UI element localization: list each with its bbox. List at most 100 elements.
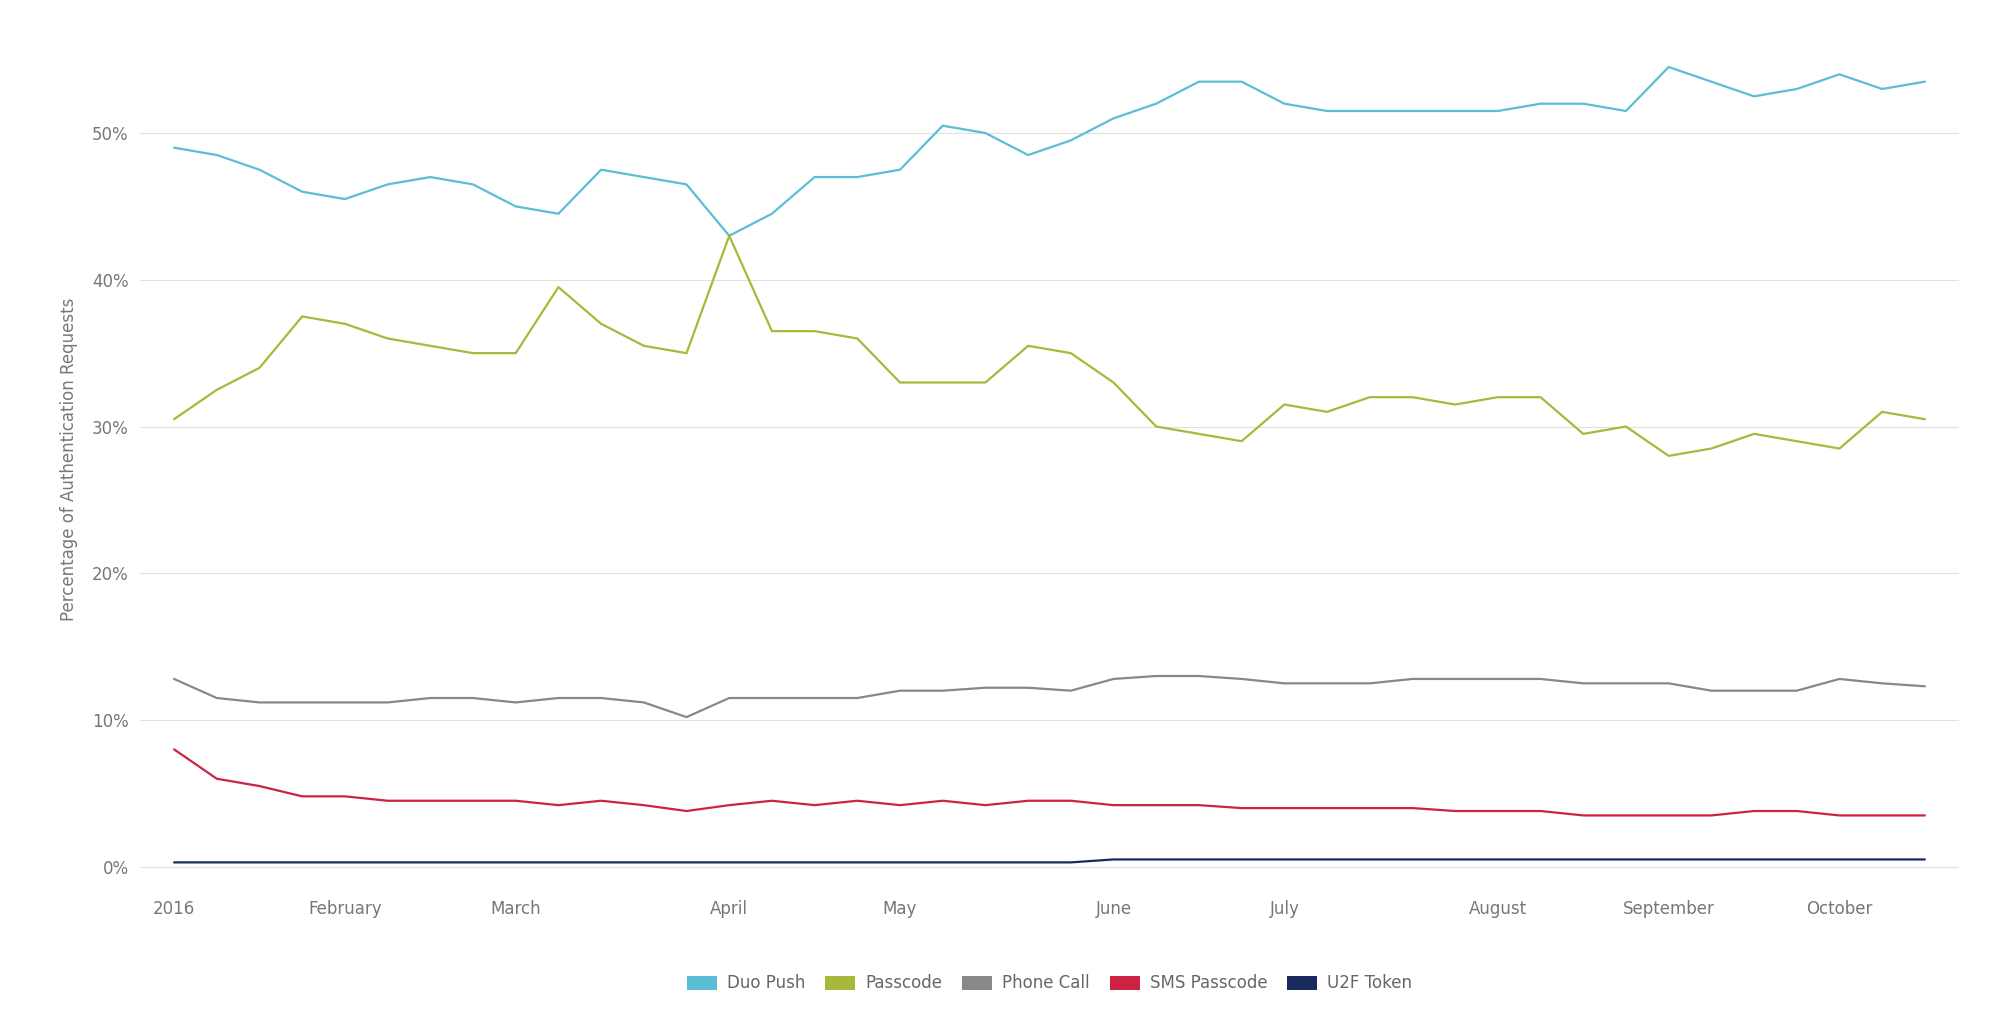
Duo Push — [503, 200, 527, 212]
Passcode — [1357, 391, 1381, 403]
SMS Passcode — [1656, 809, 1680, 821]
Passcode — [1187, 428, 1211, 440]
SMS Passcode — [462, 795, 486, 807]
U2F Token — [1570, 853, 1594, 866]
U2F Token — [1528, 853, 1552, 866]
Passcode — [887, 377, 911, 389]
SMS Passcode — [1315, 802, 1339, 814]
Phone Call — [1912, 680, 1936, 692]
Duo Push — [1059, 134, 1083, 146]
Duo Push — [1143, 98, 1167, 110]
SMS Passcode — [290, 790, 314, 802]
Duo Push — [462, 179, 486, 191]
SMS Passcode — [248, 780, 272, 792]
Passcode — [1870, 406, 1894, 418]
Phone Call — [1401, 673, 1425, 685]
Phone Call — [1826, 673, 1850, 685]
Duo Push — [717, 229, 741, 241]
Line: Duo Push: Duo Push — [174, 67, 1924, 235]
Passcode — [503, 347, 527, 360]
Passcode — [1612, 420, 1636, 432]
SMS Passcode — [631, 799, 655, 811]
Passcode — [1656, 449, 1680, 462]
Passcode — [545, 281, 569, 293]
Duo Push — [1570, 98, 1594, 110]
Duo Push — [887, 164, 911, 176]
Phone Call — [1315, 678, 1339, 690]
SMS Passcode — [376, 795, 400, 807]
U2F Token — [376, 856, 400, 869]
Passcode — [1271, 399, 1295, 411]
Duo Push — [1912, 76, 1936, 88]
Passcode — [1784, 435, 1808, 447]
Passcode — [162, 413, 186, 425]
Duo Push — [1357, 105, 1381, 117]
Duo Push — [845, 171, 869, 183]
Phone Call — [1740, 685, 1764, 697]
Passcode — [1912, 413, 1936, 425]
Phone Call — [759, 692, 783, 704]
Phone Call — [931, 685, 955, 697]
SMS Passcode — [1357, 802, 1381, 814]
Duo Push — [204, 149, 228, 162]
Phone Call — [462, 692, 486, 704]
Duo Push — [973, 127, 997, 139]
Passcode — [1015, 339, 1039, 351]
Phone Call — [673, 711, 697, 723]
Passcode — [1570, 428, 1594, 440]
SMS Passcode — [334, 790, 358, 802]
Passcode — [462, 347, 486, 360]
U2F Token — [1612, 853, 1636, 866]
U2F Token — [1059, 856, 1083, 869]
U2F Token — [589, 856, 613, 869]
Phone Call — [589, 692, 613, 704]
U2F Token — [1443, 853, 1467, 866]
Phone Call — [1357, 678, 1381, 690]
Phone Call — [845, 692, 869, 704]
Phone Call — [803, 692, 827, 704]
Phone Call — [248, 696, 272, 708]
SMS Passcode — [1101, 799, 1125, 811]
Phone Call — [1698, 685, 1722, 697]
U2F Token — [418, 856, 442, 869]
SMS Passcode — [589, 795, 613, 807]
Passcode — [1143, 420, 1167, 432]
Duo Push — [673, 179, 697, 191]
Phone Call — [204, 692, 228, 704]
Passcode — [973, 377, 997, 389]
Duo Push — [1315, 105, 1339, 117]
Duo Push — [290, 186, 314, 198]
Duo Push — [1401, 105, 1425, 117]
Passcode — [1528, 391, 1552, 403]
U2F Token — [717, 856, 741, 869]
Line: Phone Call: Phone Call — [174, 676, 1924, 717]
Passcode — [418, 339, 442, 351]
U2F Token — [1912, 853, 1936, 866]
SMS Passcode — [1187, 799, 1211, 811]
SMS Passcode — [717, 799, 741, 811]
Line: Passcode: Passcode — [174, 235, 1924, 456]
Legend: Duo Push, Passcode, Phone Call, SMS Passcode, U2F Token: Duo Push, Passcode, Phone Call, SMS Pass… — [687, 975, 1411, 993]
U2F Token — [334, 856, 358, 869]
SMS Passcode — [1740, 805, 1764, 817]
U2F Token — [204, 856, 228, 869]
U2F Token — [845, 856, 869, 869]
U2F Token — [887, 856, 911, 869]
Duo Push — [1612, 105, 1636, 117]
SMS Passcode — [1485, 805, 1508, 817]
SMS Passcode — [1784, 805, 1808, 817]
Phone Call — [1784, 685, 1808, 697]
Passcode — [803, 325, 827, 337]
SMS Passcode — [1229, 802, 1253, 814]
U2F Token — [248, 856, 272, 869]
Phone Call — [1187, 670, 1211, 682]
Duo Push — [1015, 149, 1039, 162]
U2F Token — [1357, 853, 1381, 866]
Phone Call — [717, 692, 741, 704]
U2F Token — [1784, 853, 1808, 866]
Phone Call — [1271, 678, 1295, 690]
Phone Call — [162, 673, 186, 685]
SMS Passcode — [204, 773, 228, 785]
Duo Push — [589, 164, 613, 176]
U2F Token — [162, 856, 186, 869]
